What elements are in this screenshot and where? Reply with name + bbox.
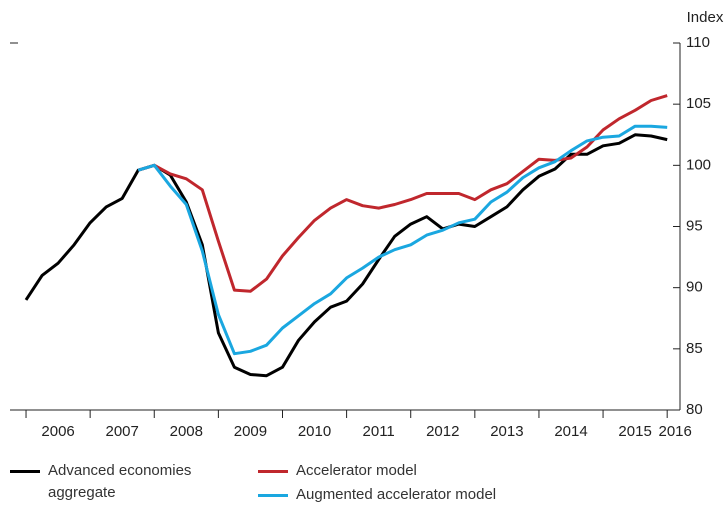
x-tick-label: 2012 (426, 423, 459, 440)
y-tick-label: 80 (686, 401, 703, 418)
x-tick-label: 2009 (234, 423, 267, 440)
series-line (137, 94, 668, 293)
plot: Index 80 85 90 95 100 105 110 2006 2007 2008 2009 2… (10, 9, 724, 440)
y-tick-label: 90 (686, 279, 703, 296)
x-tick-label: 2016 (658, 423, 691, 440)
y-tick-label: 95 (686, 217, 703, 234)
x-tick-label: 2010 (298, 423, 331, 440)
y-axis-label: Index (687, 9, 724, 26)
x-tick-label: 2007 (106, 423, 139, 440)
series-line (137, 124, 668, 356)
legend-key (258, 494, 288, 497)
y-tick-label: 85 (686, 340, 703, 357)
y-tick-label: 110 (686, 34, 710, 51)
y-tick-label: 105 (686, 95, 711, 112)
series-line (24, 133, 668, 378)
x-tick-label: 2006 (41, 423, 74, 440)
x-tick-label: 2013 (490, 423, 523, 440)
legend-label: Advanced economies aggregate (48, 462, 192, 501)
x-tick-label: 2014 (554, 423, 587, 440)
legend-key (258, 470, 288, 473)
x-tick-label: 2015 (618, 423, 651, 440)
legend-label: Augmented accelerator model (296, 486, 497, 503)
x-tick-label: 2011 (363, 423, 395, 440)
legend-key (10, 470, 40, 473)
x-tick-label: 2008 (170, 423, 203, 440)
legend-label: Accelerator model (296, 462, 417, 479)
y-tick-label: 100 (686, 156, 711, 173)
